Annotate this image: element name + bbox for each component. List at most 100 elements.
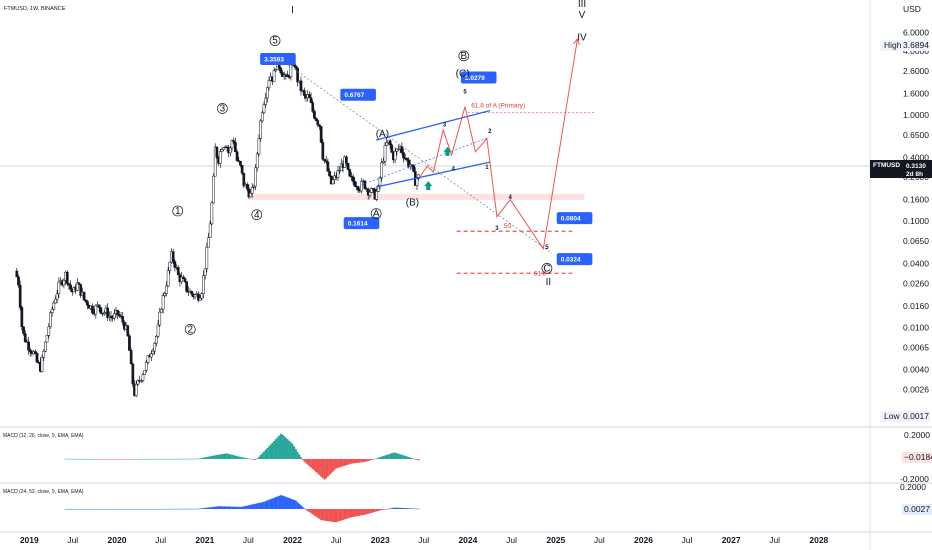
- macd-histogram-bar: [215, 506, 218, 509]
- macd-histogram-bar: [239, 506, 242, 509]
- time-tick-label: Jul: [418, 535, 429, 545]
- candle-down: [171, 251, 175, 262]
- macd-histogram-bar: [103, 508, 106, 510]
- candle-up: [203, 268, 207, 276]
- macd-histogram-bar: [320, 459, 323, 477]
- macd-histogram-bar: [306, 509, 309, 512]
- macd-histogram-bar: [145, 458, 148, 460]
- macd-histogram-bar: [215, 454, 218, 459]
- macd-histogram-bar: [362, 459, 365, 463]
- macd-histogram-bar: [342, 509, 344, 521]
- buy-arrow-icon: [424, 181, 433, 191]
- macd-histogram-bar: [301, 506, 304, 509]
- candle-up: [257, 138, 261, 155]
- macd-histogram-bar: [417, 459, 420, 461]
- macd-histogram-bar: [279, 433, 282, 459]
- candle-up: [200, 293, 204, 299]
- macd-histogram-bar: [153, 458, 156, 460]
- macd-histogram-bar: [96, 459, 99, 460]
- macd-histogram-bar: [416, 459, 418, 460]
- macd-histogram-bar: [91, 458, 94, 460]
- macd-histogram-bar: [348, 459, 351, 465]
- macd-histogram-bar: [221, 506, 223, 509]
- candle-down: [65, 271, 69, 284]
- macd-histogram-bar: [68, 508, 70, 510]
- macd-histogram-bar: [305, 459, 307, 464]
- macd-histogram-bar: [157, 508, 159, 510]
- candle-up: [265, 87, 269, 99]
- macd-histogram-bar: [289, 442, 292, 459]
- macd-histogram-bar: [370, 459, 373, 460]
- macd-histogram-bar: [370, 509, 373, 513]
- macd-histogram-bar: [264, 501, 267, 509]
- macd-histogram-bar: [326, 459, 329, 477]
- candle-up: [380, 162, 384, 179]
- macd-histogram-bar: [274, 497, 277, 509]
- macd-histogram-bar: [353, 509, 356, 517]
- macd-histogram-bar: [301, 459, 304, 460]
- macd-histogram-bar: [197, 508, 200, 510]
- macd-histogram-bar: [123, 459, 126, 460]
- macd-histogram-bar: [411, 508, 413, 509]
- macd-histogram-bar: [162, 458, 164, 460]
- candle-up: [267, 80, 271, 89]
- price-axis[interactable]: 6.0000 4.0000 2.6000 1.6000 1.0000 0.6500 0.40…: [903, 27, 929, 394]
- macd-histogram-bar: [180, 458, 183, 460]
- macd-histogram-bar: [68, 458, 70, 460]
- macd-histogram-bar: [163, 508, 166, 510]
- price-tick-label: 2.6000: [903, 66, 929, 76]
- macd-histogram-bar: [258, 456, 260, 459]
- macd-histogram-bar: [404, 455, 407, 459]
- macd-histogram-bar: [400, 507, 403, 509]
- macd-histogram-bar: [150, 508, 153, 510]
- macd-histogram-bar: [316, 459, 319, 474]
- candle-up: [155, 336, 158, 344]
- circled-wave-marker: [217, 103, 228, 114]
- candle-up: [52, 302, 56, 310]
- candle-down: [407, 159, 410, 167]
- macd-histogram-bar: [111, 508, 114, 510]
- macd-histogram-bar: [321, 509, 324, 521]
- candle-up: [254, 167, 257, 187]
- candle-up: [50, 308, 54, 313]
- macd-histogram-bar: [281, 434, 284, 459]
- macd-histogram-bar: [110, 459, 112, 460]
- subwave-label: 4: [509, 195, 513, 201]
- macd-histogram-bar: [308, 459, 311, 467]
- macd-histogram-bar: [200, 457, 203, 459]
- macd-histogram-bar: [209, 456, 212, 459]
- macd-histogram-bar: [224, 506, 227, 509]
- candle-down: [371, 188, 375, 190]
- macd-histogram-bar: [229, 506, 232, 509]
- candle-down: [388, 140, 392, 146]
- macd-histogram-bar: [232, 506, 235, 509]
- macd-histogram-bar: [360, 509, 363, 516]
- time-axis[interactable]: 2019 Jul 2020 Jul 2021 Jul 2022 Jul 2023 Jul 2024 J…: [20, 535, 829, 545]
- candle-down: [245, 184, 249, 189]
- macd-histogram-bar: [204, 507, 207, 509]
- macd-histogram-bar: [69, 508, 72, 510]
- candle-up: [333, 175, 336, 181]
- macd-histogram-bar: [313, 459, 316, 471]
- macd-histogram-bar: [338, 459, 341, 468]
- high-tag-value: 3.6894: [903, 40, 929, 50]
- macd-histogram-bar: [192, 458, 195, 460]
- candle-up: [370, 188, 373, 193]
- time-tick-label: 2019: [20, 535, 39, 545]
- price-tick-label: 0.0065: [903, 342, 929, 352]
- wave-label: (A): [376, 129, 389, 140]
- macd-histogram-bar: [330, 509, 333, 522]
- macd-histogram-bar: [363, 459, 366, 462]
- macd-histogram-bar: [283, 496, 286, 509]
- time-tick-label: Jul: [331, 535, 342, 545]
- macd-histogram-bar: [273, 440, 275, 459]
- macd-histogram-bar: [227, 453, 230, 459]
- macd-histogram-bar: [227, 506, 230, 509]
- macd-histogram-bar: [126, 459, 129, 460]
- macd-histogram-bar: [83, 458, 85, 460]
- macd-histogram-bar: [73, 458, 75, 460]
- macd-histogram-bar: [271, 442, 274, 459]
- circled-wave-label: 1: [175, 206, 181, 217]
- macd2-value-tag: 0.0027: [902, 504, 932, 515]
